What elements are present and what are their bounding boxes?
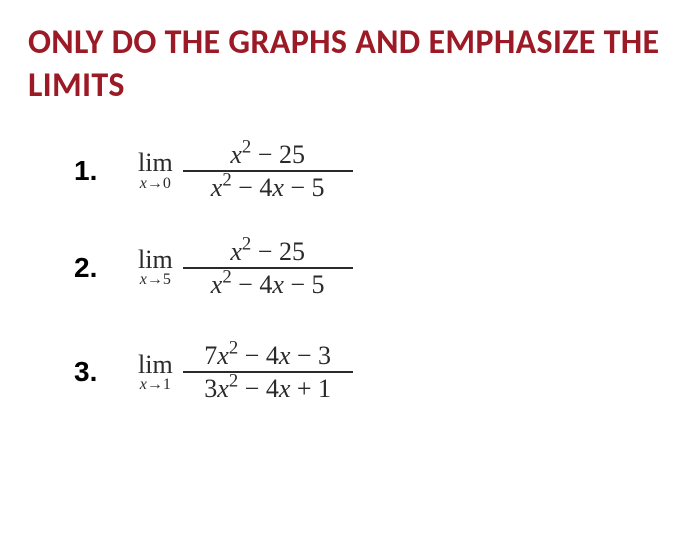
problem-item: 3. lim x→1 7x2 − 4x − 3 3x2 − 4x + 1 — [74, 342, 666, 403]
limit-operator: lim x→5 — [138, 247, 173, 289]
limit-operator: lim x→0 — [138, 150, 173, 192]
problem-number: 2. — [74, 252, 108, 284]
fraction: x2 − 25 x2 − 4x − 5 — [183, 141, 353, 202]
fraction-bar — [183, 267, 353, 269]
fraction-numerator: 7x2 − 4x − 3 — [200, 342, 335, 369]
problem-number: 1. — [74, 155, 108, 187]
fraction-numerator: x2 − 25 — [226, 141, 309, 168]
page-root: ONLY DO THE GRAPHS AND EMPHASIZE THE LIM… — [0, 0, 694, 461]
fraction-denominator: 3x2 − 4x + 1 — [200, 375, 335, 402]
lim-approach: x→5 — [140, 272, 171, 288]
fraction: x2 − 25 x2 − 4x − 5 — [183, 238, 353, 299]
fraction-denominator: x2 − 4x − 5 — [207, 174, 329, 201]
problem-item: 1. lim x→0 x2 − 25 x2 − 4x − 5 — [74, 141, 666, 202]
lim-approach: x→0 — [140, 176, 171, 192]
problem-item: 2. lim x→5 x2 − 25 x2 − 4x − 5 — [74, 238, 666, 299]
fraction: 7x2 − 4x − 3 3x2 − 4x + 1 — [183, 342, 353, 403]
fraction-bar — [183, 170, 353, 172]
fraction-numerator: x2 − 25 — [226, 238, 309, 265]
limit-expression: lim x→0 x2 − 25 x2 − 4x − 5 — [138, 141, 353, 202]
problem-number: 3. — [74, 356, 108, 388]
lim-word: lim — [138, 150, 173, 177]
lim-word: lim — [138, 352, 173, 379]
lim-approach: x→1 — [140, 377, 171, 393]
fraction-denominator: x2 − 4x − 5 — [207, 271, 329, 298]
limit-expression: lim x→1 7x2 − 4x − 3 3x2 − 4x + 1 — [138, 342, 353, 403]
lim-word: lim — [138, 247, 173, 274]
limit-expression: lim x→5 x2 − 25 x2 − 4x − 5 — [138, 238, 353, 299]
problem-list: 1. lim x→0 x2 − 25 x2 − 4x − 5 2. lim x→… — [28, 141, 666, 403]
limit-operator: lim x→1 — [138, 352, 173, 394]
instruction-headline: ONLY DO THE GRAPHS AND EMPHASIZE THE LIM… — [28, 22, 666, 107]
